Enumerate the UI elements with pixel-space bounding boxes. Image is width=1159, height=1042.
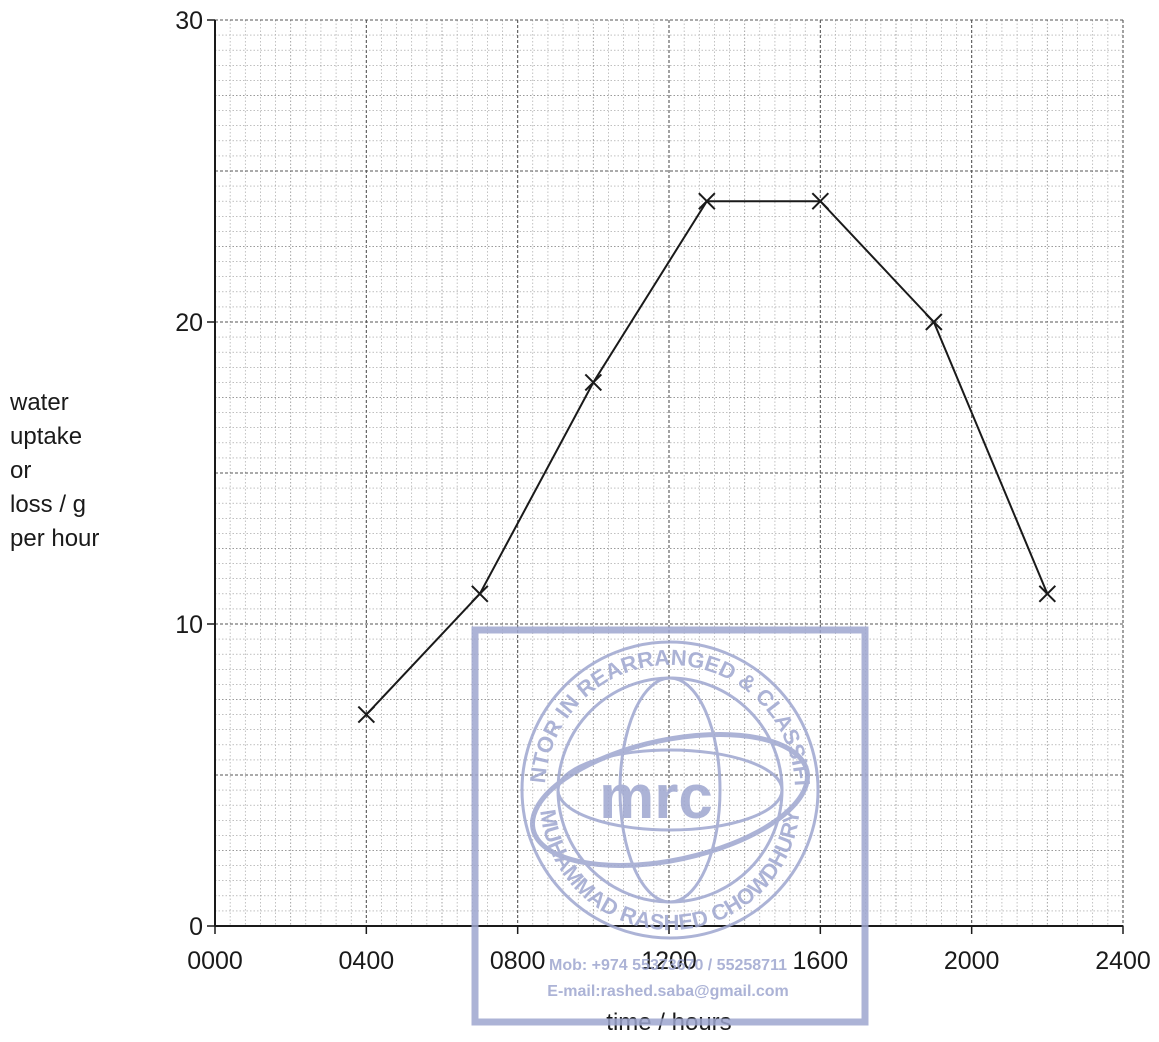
watermark-logo: mrc — [599, 763, 713, 832]
watermark-outer-ring — [520, 640, 820, 940]
x-tick-label: 2400 — [1095, 947, 1151, 975]
y-axis-title-line: per hour — [10, 525, 99, 552]
x-tick-label: 0000 — [187, 947, 243, 975]
y-axis-title-line: or — [10, 457, 31, 484]
data-point-marker — [471, 585, 489, 603]
data-series — [357, 192, 1057, 724]
watermark-frame — [471, 626, 869, 1026]
y-tick-label: 10 — [175, 611, 203, 639]
tick-labels: 0000 0400 0800 1200 1600 2000 2400 0 10 20 30 — [175, 7, 1151, 975]
data-point-marker — [811, 192, 830, 210]
data-point-marker — [698, 192, 716, 210]
x-tick-label: 1200 — [641, 947, 697, 975]
watermark-ring-top: MENTOR IN REARRANGED & CLASSIFIED — [0, 0, 815, 786]
watermark-orbit — [529, 731, 811, 869]
y-axis-title-line: loss / g — [10, 491, 86, 518]
data-point-marker — [925, 313, 943, 331]
watermark-phone: Mob: +974 55373670 / 55258711 — [549, 957, 787, 974]
data-point-marker — [584, 373, 603, 392]
watermark-equator — [556, 748, 784, 832]
y-axis-title-line: uptake — [10, 423, 82, 450]
data-point-marker — [357, 705, 376, 724]
x-tick-label: 0400 — [339, 947, 395, 975]
watermark-stamp: MENTOR IN REARRANGED & CLASSIFIED MUHAMM… — [0, 0, 869, 1026]
y-tick-label: 0 — [189, 913, 203, 941]
x-tick-label: 1600 — [793, 947, 849, 975]
watermark-meridian — [618, 676, 722, 904]
watermark-email: E-mail:rashed.saba@gmail.com — [547, 983, 788, 1000]
y-tick-label: 20 — [175, 309, 203, 337]
x-tick-label: 2000 — [944, 947, 1000, 975]
plot-grid — [214, 19, 1124, 927]
y-axis-title-line: water — [9, 389, 69, 416]
data-point-marker — [1038, 585, 1057, 603]
y-axis-title: water uptake or loss / g per hour — [9, 389, 99, 552]
x-tick-label: 0800 — [490, 947, 546, 975]
y-tick-label: 30 — [175, 7, 203, 35]
